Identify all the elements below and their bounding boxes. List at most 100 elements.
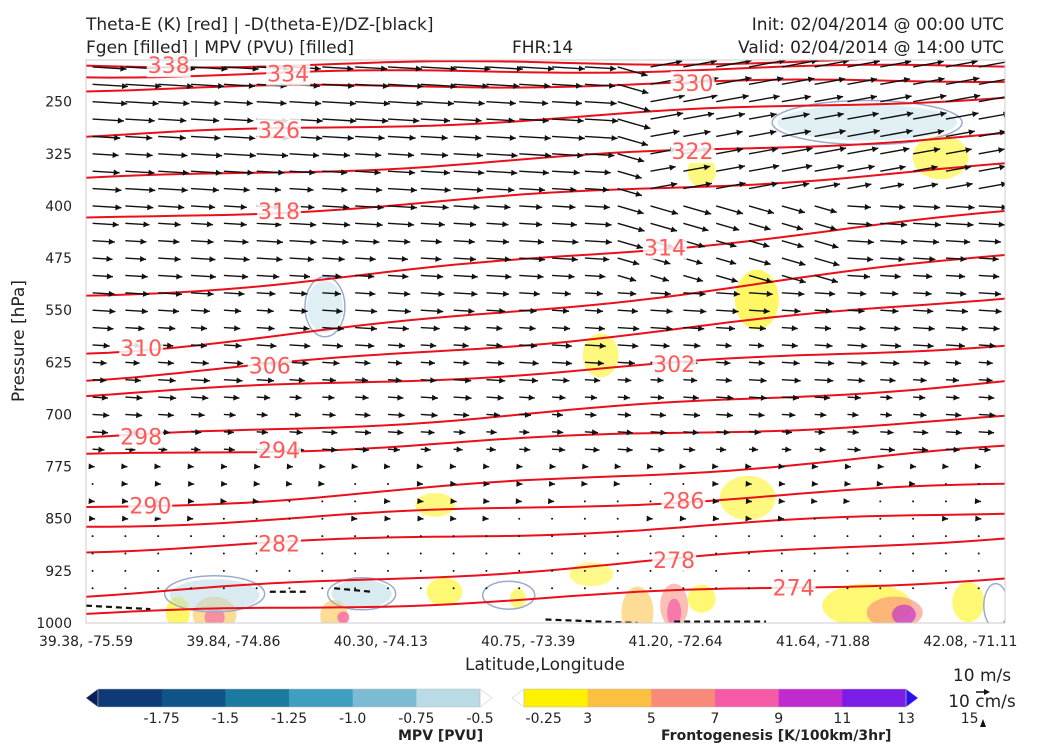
wind-vector-head xyxy=(704,129,711,136)
wind-vector-head xyxy=(825,307,832,314)
wind-vector-head xyxy=(920,411,927,418)
wind-vector-head xyxy=(447,100,454,107)
wind-vector-head xyxy=(511,169,518,176)
wind-vector-head xyxy=(696,276,704,283)
wind-vector-dot xyxy=(846,535,849,538)
wind-vector-head xyxy=(995,308,1002,315)
wind-vector-head xyxy=(508,186,515,193)
wind-vector-head xyxy=(240,203,247,210)
wind-vector-head xyxy=(894,325,901,332)
wind-vector-head xyxy=(729,259,737,266)
wind-vector-head xyxy=(909,463,917,470)
wind-vector-dot xyxy=(583,535,586,538)
wind-vector-head xyxy=(120,65,127,72)
wind-vector-head xyxy=(637,226,645,233)
wind-vector-head xyxy=(471,273,478,280)
wind-vector-head xyxy=(929,256,936,263)
wind-vector-dot xyxy=(91,552,94,555)
theta-e-label-bg xyxy=(128,493,173,518)
wind-vector-head xyxy=(646,515,653,522)
mpv-colorbar-segment xyxy=(289,689,354,707)
mpv-outline-contour xyxy=(326,577,397,611)
init-time: Init: 02/04/2014 @ 00:00 UTC xyxy=(751,15,1004,35)
wind-vector-shaft xyxy=(781,60,818,68)
wind-vector-head xyxy=(234,325,241,332)
fgen-colorbar: 3 5 7 9 11 13 15 xyxy=(511,688,979,727)
wind-vector-head xyxy=(998,147,1005,154)
wind-vector-head xyxy=(961,325,968,332)
wind-vector-head xyxy=(368,273,375,280)
wind-vector-head xyxy=(971,60,978,66)
wind-vector-dot xyxy=(879,569,882,572)
wind-vector-head xyxy=(705,181,712,188)
wind-vector-head xyxy=(906,128,913,135)
wind-vector-head xyxy=(214,134,221,141)
mpv-colorbar-tick-label: -0.75 xyxy=(398,711,434,727)
wind-vector-head xyxy=(200,342,207,349)
wind-vector-head xyxy=(833,182,841,188)
wind-vector-head xyxy=(938,76,945,83)
wind-vector-dot xyxy=(255,517,258,520)
wind-vector-head xyxy=(669,164,676,171)
wind-vector-head xyxy=(261,411,268,418)
wind-vector-head xyxy=(955,429,962,436)
fgen-colorbar-title: Frontogenesis [K/100km/3hr] xyxy=(661,728,892,744)
wind-vector-head xyxy=(710,60,717,65)
wind-vector-head xyxy=(953,446,960,453)
wind-vector-dot xyxy=(518,569,521,572)
wind-vector-head xyxy=(992,255,999,262)
wind-vector-head xyxy=(577,152,584,159)
wind-vector-head xyxy=(450,83,457,90)
wind-vector-head xyxy=(542,117,549,124)
wind-vector-head xyxy=(329,377,336,384)
mpv-colorbar-segment xyxy=(416,689,481,707)
wind-vector-dot xyxy=(780,569,783,572)
wind-vector-head xyxy=(276,238,284,245)
wind-vector-head xyxy=(383,463,391,470)
wind-vector-head xyxy=(530,307,537,314)
wind-vector-head xyxy=(221,65,228,72)
wind-vector-head xyxy=(509,100,516,107)
wind-vector-head xyxy=(532,360,539,367)
wind-vector-dot xyxy=(715,569,718,572)
theta-e-label-bg xyxy=(256,437,301,462)
wind-vector-dot xyxy=(715,587,718,590)
wind-vector-dot xyxy=(846,569,849,572)
wind-vector-dot xyxy=(912,569,915,572)
filled-contour-region xyxy=(667,598,682,623)
wind-vector-head xyxy=(712,515,719,522)
wind-vector-head xyxy=(998,221,1005,228)
wind-vector-head xyxy=(707,111,715,118)
wind-vector-head xyxy=(464,325,471,332)
wind-vector-head xyxy=(844,480,851,487)
wind-vector-head xyxy=(792,394,800,401)
fgen-colorbar-min-extend xyxy=(511,688,525,708)
fgen-colorbar-frame xyxy=(523,688,907,708)
wind-vector-head xyxy=(804,129,811,136)
wind-vector-head xyxy=(892,290,899,297)
wind-vector-head xyxy=(570,221,577,228)
wind-vector-head xyxy=(712,463,719,470)
wind-vector-head xyxy=(374,169,381,176)
theta-e-label: 338 xyxy=(148,54,190,79)
wind-vector-head xyxy=(101,429,109,436)
wind-vector-head xyxy=(229,411,236,418)
wind-vector-head xyxy=(450,65,457,72)
theta-e-label-bg xyxy=(256,531,301,556)
wind-vector-head xyxy=(469,221,477,228)
wind-vector-head xyxy=(443,169,450,176)
wind-vector-head xyxy=(240,221,247,228)
wind-vector-head xyxy=(811,60,818,65)
wind-vector-dot xyxy=(452,569,455,572)
wind-vector-head xyxy=(637,156,645,163)
wind-vector-head xyxy=(103,412,110,419)
wind-vector-head xyxy=(134,377,141,384)
wind-vector-head xyxy=(395,359,403,366)
wind-vector-head xyxy=(347,134,354,141)
wind-vector-dot xyxy=(583,587,586,590)
wind-vector-head xyxy=(381,65,388,72)
wind-vector-head xyxy=(404,290,411,297)
theta-e-label-bg xyxy=(670,139,715,164)
wind-vector-head xyxy=(830,225,837,231)
wind-vector-head xyxy=(837,164,844,170)
